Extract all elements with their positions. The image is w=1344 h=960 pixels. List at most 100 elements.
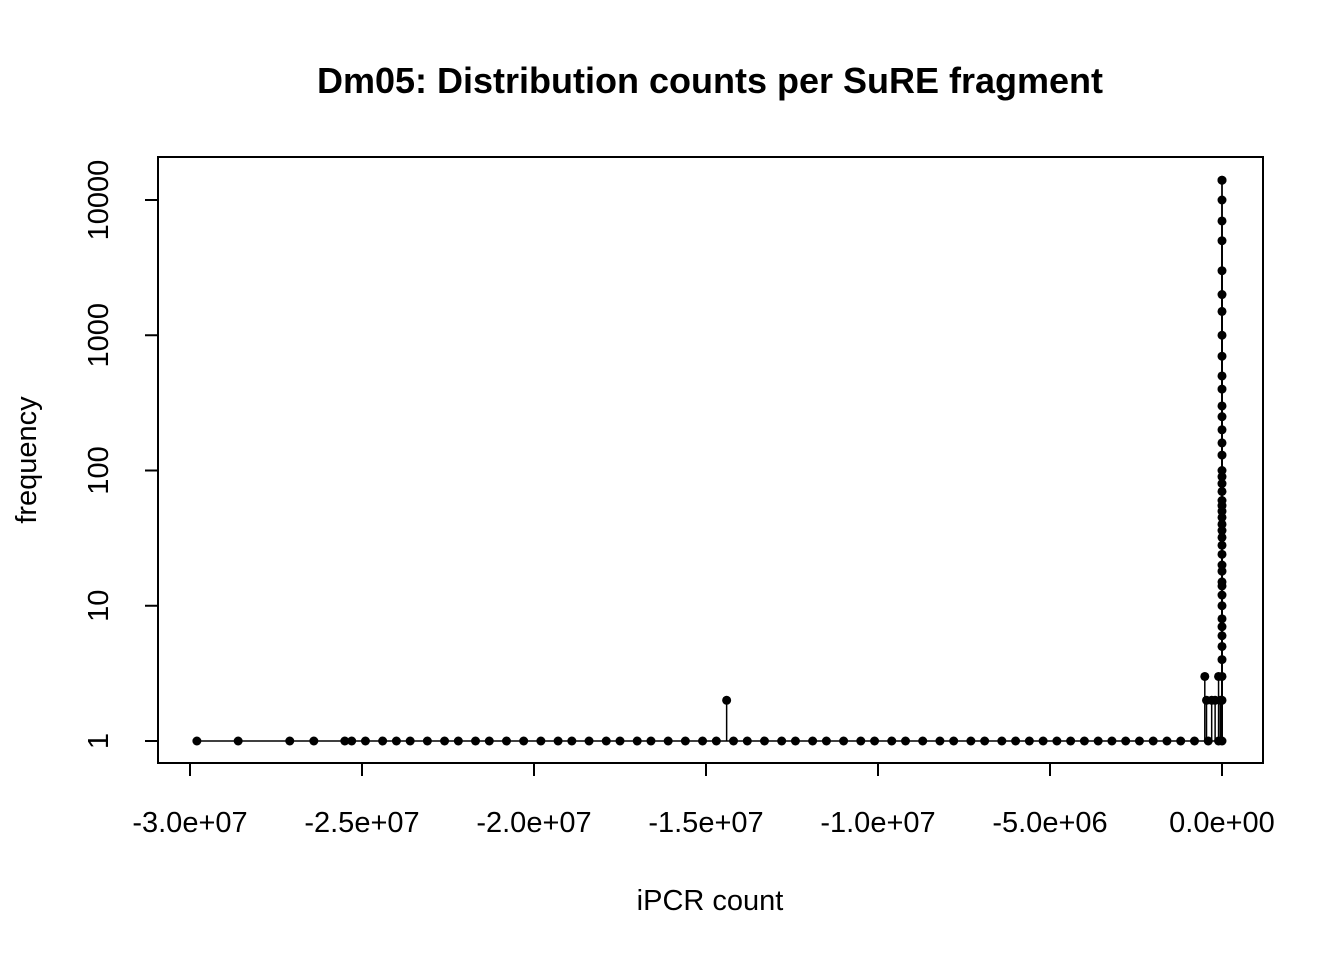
data-point bbox=[1107, 736, 1117, 746]
data-point bbox=[1217, 577, 1227, 587]
y-tick-label: 10 bbox=[83, 590, 115, 622]
data-point bbox=[808, 736, 818, 746]
data-point bbox=[997, 736, 1007, 746]
data-point bbox=[729, 736, 739, 746]
data-point bbox=[1217, 540, 1227, 550]
data-point bbox=[484, 736, 494, 746]
data-point bbox=[309, 736, 319, 746]
data-point bbox=[1217, 330, 1227, 340]
y-axis-label: frequency bbox=[11, 396, 43, 524]
data-point bbox=[632, 736, 642, 746]
data-point bbox=[519, 736, 529, 746]
data-point bbox=[391, 736, 401, 746]
data-point bbox=[722, 695, 732, 705]
data-point bbox=[1134, 736, 1144, 746]
data-point bbox=[1217, 438, 1227, 448]
data-point bbox=[1217, 466, 1227, 475]
data-point bbox=[1217, 412, 1227, 422]
chart-title: Dm05: Distribution counts per SuRE fragm… bbox=[317, 60, 1103, 101]
data-point bbox=[966, 736, 976, 746]
data-point bbox=[1024, 736, 1034, 746]
data-point bbox=[759, 736, 769, 746]
data-point bbox=[663, 736, 673, 746]
data-point bbox=[1217, 671, 1227, 681]
data-point bbox=[1217, 622, 1227, 632]
data-point bbox=[646, 736, 656, 746]
data-point bbox=[471, 736, 481, 746]
data-point bbox=[615, 736, 625, 746]
y-tick-label: 100 bbox=[83, 446, 115, 494]
data-point bbox=[1200, 671, 1210, 681]
data-point bbox=[1038, 736, 1048, 746]
data-point bbox=[1217, 351, 1227, 361]
data-point bbox=[567, 736, 577, 746]
data-point bbox=[742, 736, 752, 746]
data-point bbox=[378, 736, 388, 746]
data-point bbox=[1217, 290, 1227, 300]
data-point bbox=[1217, 384, 1227, 394]
data-point bbox=[1011, 736, 1021, 746]
data-point bbox=[1217, 566, 1227, 576]
data-point bbox=[680, 736, 690, 746]
data-point bbox=[1217, 371, 1227, 381]
data-point bbox=[405, 736, 415, 746]
data-point bbox=[1052, 736, 1062, 746]
data-point bbox=[1217, 195, 1227, 205]
data-point bbox=[1093, 736, 1103, 746]
data-point bbox=[1217, 401, 1227, 411]
data-point bbox=[584, 736, 594, 746]
data-point bbox=[1217, 266, 1227, 276]
plot-frame bbox=[157, 156, 1264, 764]
x-axis-label: iPCR count bbox=[637, 885, 784, 917]
x-tick-label: -3.0e+07 bbox=[132, 807, 247, 839]
data-point bbox=[821, 736, 831, 746]
x-tick-label: 0.0e+00 bbox=[1169, 807, 1275, 839]
data-point bbox=[233, 736, 243, 746]
data-point bbox=[980, 736, 990, 746]
data-point bbox=[1217, 486, 1227, 496]
data-point bbox=[1217, 519, 1227, 529]
x-tick-label: -2.5e+07 bbox=[304, 807, 419, 839]
y-tick-label: 1 bbox=[83, 733, 115, 749]
y-axis: 1 10 100 1000 10000 bbox=[83, 160, 159, 749]
data-point bbox=[777, 736, 787, 746]
data-point bbox=[1217, 306, 1227, 316]
data-point bbox=[1217, 479, 1227, 489]
data-point bbox=[1217, 425, 1227, 435]
data-series bbox=[192, 175, 1227, 746]
data-point bbox=[601, 736, 611, 746]
data-point bbox=[1217, 614, 1227, 624]
data-point bbox=[536, 736, 546, 746]
data-point bbox=[1148, 736, 1158, 746]
data-point bbox=[1203, 736, 1213, 746]
data-point bbox=[440, 736, 450, 746]
x-tick-label: -1.5e+07 bbox=[648, 807, 763, 839]
data-point bbox=[790, 736, 800, 746]
x-tick-label: -1.0e+07 bbox=[820, 807, 935, 839]
data-point bbox=[1217, 549, 1227, 559]
data-point bbox=[340, 736, 350, 746]
data-point bbox=[1217, 496, 1227, 506]
data-point bbox=[870, 736, 880, 746]
data-point bbox=[1217, 472, 1227, 482]
x-tick-label: -5.0e+06 bbox=[992, 807, 1107, 839]
data-point bbox=[1217, 736, 1227, 746]
data-point bbox=[1217, 175, 1227, 185]
data-point bbox=[901, 736, 911, 746]
data-point bbox=[1217, 560, 1227, 570]
x-axis: -3.0e+07 -2.5e+07 -2.0e+07 -1.5e+07 -1.0e+07… bbox=[132, 762, 1275, 839]
data-point bbox=[1189, 736, 1199, 746]
data-point bbox=[347, 736, 357, 746]
data-point bbox=[1217, 631, 1227, 641]
data-point bbox=[856, 736, 866, 746]
data-point bbox=[887, 736, 897, 746]
x-tick-label: -2.0e+07 bbox=[476, 807, 591, 839]
data-point bbox=[1217, 590, 1227, 600]
data-point bbox=[1217, 601, 1227, 611]
y-tick-label: 1000 bbox=[83, 303, 115, 368]
data-point bbox=[501, 736, 511, 746]
data-point bbox=[949, 736, 959, 746]
data-point bbox=[698, 736, 708, 746]
data-point bbox=[285, 736, 295, 746]
data-point bbox=[1162, 736, 1172, 746]
